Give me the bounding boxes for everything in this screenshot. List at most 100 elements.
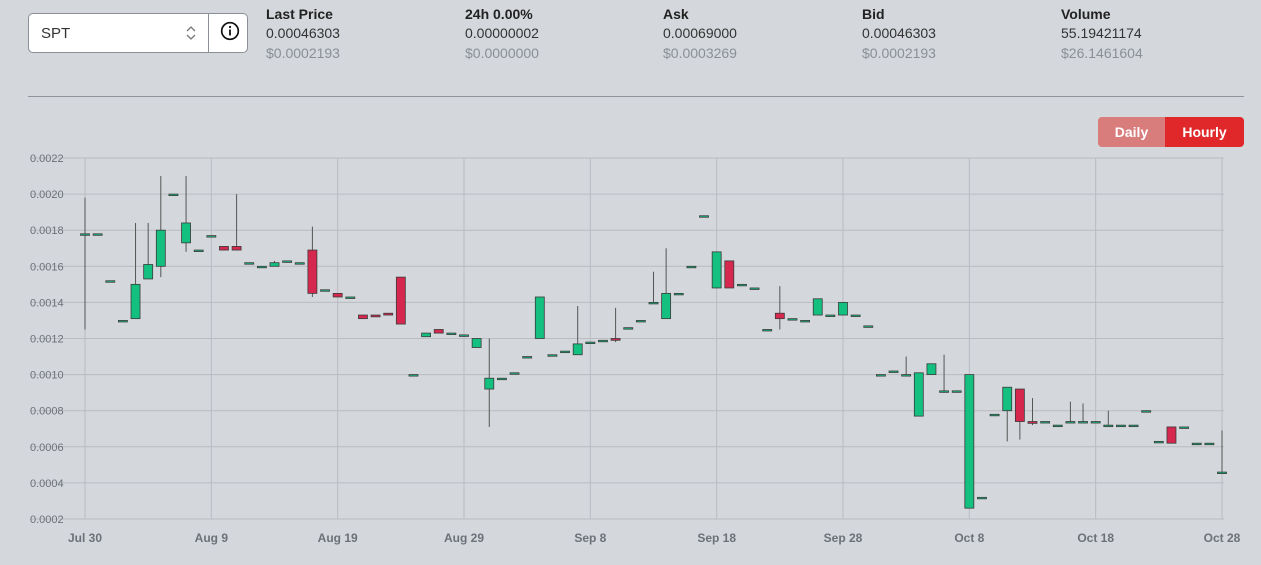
market-select[interactable]: SPT [28, 13, 248, 53]
candle-body [623, 327, 634, 330]
stat-label: 24h 0.00% [465, 6, 533, 22]
candle-body [383, 312, 394, 316]
stat-label: Last Price [266, 6, 333, 22]
stat-usd-value: $0.0002193 [862, 45, 936, 61]
candle-body [408, 374, 419, 377]
candle-body [787, 318, 798, 321]
candle-body [459, 334, 469, 337]
y-tick-label: 0.0012 [30, 334, 64, 346]
x-tick-label: Sep 8 [574, 531, 606, 545]
x-tick-label: Oct 28 [1204, 531, 1241, 545]
candle-body [370, 314, 381, 318]
candle-body [1153, 440, 1164, 444]
candle-body [762, 329, 773, 332]
candle-body [774, 312, 785, 320]
candle-body [105, 280, 116, 283]
candle-body [155, 229, 166, 267]
candle-body [711, 251, 722, 289]
candle-body [231, 246, 242, 251]
candle-body [825, 314, 836, 317]
candle-body [648, 301, 659, 305]
stat-value: 0.00046303 [266, 25, 340, 41]
stat-label: Bid [862, 6, 885, 22]
candle-body [307, 249, 318, 294]
x-tick-label: Jul 30 [68, 531, 102, 545]
stat-bid: Bid 0.00046303 $0.0002193 [862, 6, 936, 61]
stat-24h-change: 24h 0.00% 0.00000002 $0.0000000 [465, 6, 539, 61]
y-tick-label: 0.0018 [30, 225, 64, 237]
candle-body [534, 296, 545, 339]
candle-body [1103, 424, 1114, 428]
candle-body [737, 283, 747, 287]
candle-body [876, 374, 886, 377]
chevron-updown-icon[interactable] [184, 23, 198, 43]
candle-body [724, 260, 735, 289]
candle-body [1065, 421, 1076, 424]
candle-body [522, 356, 533, 359]
candle-body [118, 320, 128, 323]
stat-value: 55.19421174 [1061, 25, 1142, 41]
x-tick-label: Aug 19 [318, 531, 358, 545]
candle-body [1078, 421, 1088, 424]
candle-body [800, 320, 810, 323]
y-tick-label: 0.0004 [30, 478, 64, 490]
candle-body [509, 372, 520, 375]
candle-body [1027, 421, 1038, 424]
candle-body [686, 265, 697, 269]
x-tick-label: Oct 8 [954, 531, 984, 545]
candle-body [130, 283, 141, 320]
interval-toggle: Daily Hourly [1098, 117, 1244, 147]
candle-body [1166, 426, 1177, 444]
y-tick-label: 0.0022 [30, 153, 64, 165]
candle-body [1090, 421, 1101, 424]
y-tick-label: 0.0016 [30, 261, 64, 273]
candle-body [598, 339, 608, 343]
candle-body [332, 292, 343, 298]
stat-usd-value: $0.0000000 [465, 45, 539, 61]
candle-body [673, 292, 684, 296]
candle-body [446, 332, 457, 335]
candle-body [635, 320, 646, 323]
info-button[interactable] [208, 13, 250, 53]
candle-body [838, 301, 848, 316]
candle-body [294, 262, 305, 265]
candle-body [421, 332, 432, 338]
info-icon [220, 21, 240, 46]
candle-body [939, 390, 949, 393]
candle-body [282, 260, 293, 263]
stat-value: 0.00046303 [862, 25, 936, 41]
candle-body [1116, 424, 1126, 428]
stat-label: Ask [663, 6, 689, 22]
candle-body [964, 374, 975, 509]
stat-value: 0.00000002 [465, 25, 539, 41]
stat-volume: Volume 55.19421174 $26.1461604 [1061, 6, 1143, 61]
candle-body [661, 292, 672, 320]
candle-body [168, 193, 179, 197]
hourly-button[interactable]: Hourly [1165, 117, 1244, 147]
candle-body [1141, 410, 1152, 413]
candle-body [572, 343, 583, 356]
candle-body [989, 413, 1000, 417]
candle-body [926, 363, 937, 375]
stat-usd-value: $26.1461604 [1061, 45, 1143, 61]
candle-body [977, 496, 987, 500]
x-tick-label: Aug 29 [444, 531, 484, 545]
x-tick-label: Oct 18 [1077, 531, 1114, 545]
stat-last-price: Last Price 0.00046303 $0.0002193 [266, 6, 340, 61]
candle-body [395, 276, 406, 325]
daily-button[interactable]: Daily [1098, 117, 1165, 147]
candle-body [560, 350, 570, 354]
candle-body [143, 264, 154, 280]
x-tick-label: Sep 28 [824, 531, 863, 545]
stat-usd-value: $0.0002193 [266, 45, 340, 61]
candle-body [92, 233, 103, 236]
y-tick-label: 0.0006 [30, 442, 64, 454]
candle-body [1014, 388, 1025, 422]
candle-body [1040, 421, 1051, 424]
candle-body [951, 390, 962, 393]
x-tick-label: Sep 18 [697, 531, 736, 545]
candle-body [1002, 386, 1013, 412]
candle-body [80, 233, 90, 236]
candle-body [901, 374, 912, 377]
